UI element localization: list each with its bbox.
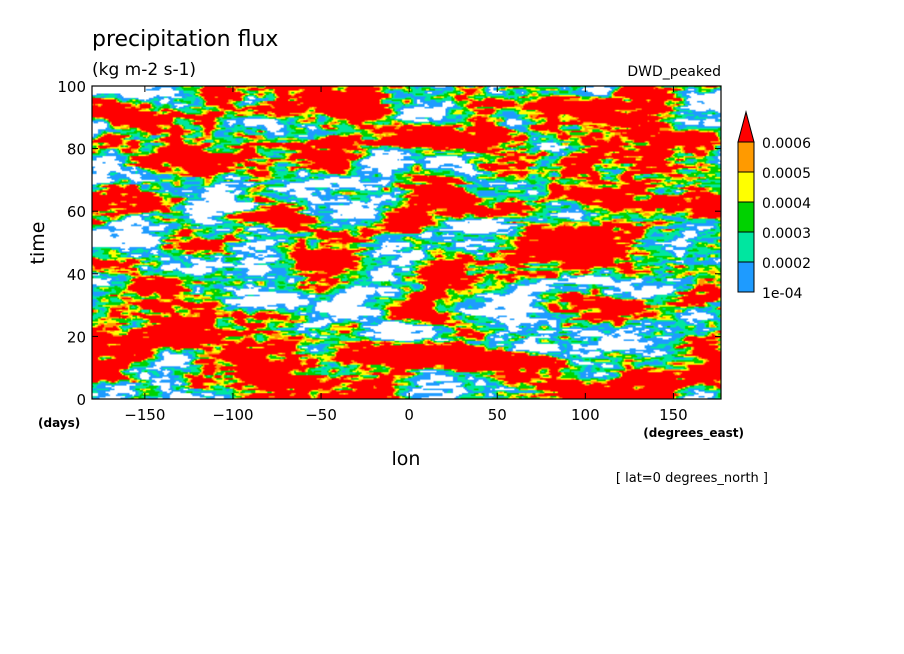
colorbar-label: 0.0003	[762, 226, 811, 242]
y-tick-label: 100	[57, 78, 86, 96]
colorbar-segment	[737, 261, 755, 293]
colorbar-label: 1e-04	[762, 286, 802, 302]
colorbar-label: 0.0005	[762, 166, 811, 182]
x-axis: −150 −100 −50 0 50 100 150	[124, 86, 688, 424]
colorbar: 0.0006 0.0005 0.0004 0.0003 0.0002 1e-04	[737, 110, 811, 302]
y-tick-label: 60	[67, 203, 86, 221]
colorbar-segment	[737, 201, 755, 233]
y-tick-label: 40	[67, 266, 86, 284]
x-tick-label: 100	[571, 406, 600, 424]
colorbar-label: 0.0002	[762, 256, 811, 272]
colorbar-segment	[737, 141, 755, 173]
heatmap-field	[92, 86, 721, 399]
y-tick-label: 80	[67, 141, 86, 159]
dataset-label: DWD_peaked	[627, 64, 721, 80]
colorbar-label: 0.0006	[762, 136, 811, 152]
x-tick-label: −50	[305, 406, 337, 424]
plot-frame	[91, 85, 722, 400]
x-tick-label: 50	[488, 406, 507, 424]
x-axis-label: lon	[392, 448, 421, 470]
colorbar-label: 0.0004	[762, 196, 811, 212]
plot-area	[91, 85, 722, 400]
x-tick-label: 150	[659, 406, 688, 424]
colorbar-segment	[737, 231, 755, 263]
y-axis: 0 20 40 60 80 100	[57, 78, 721, 409]
colorbar-extend-arrow	[737, 110, 755, 143]
x-tick-label: 0	[404, 406, 414, 424]
y-axis-label: time	[27, 222, 49, 265]
x-tick-label: −100	[212, 406, 253, 424]
x-tick-label: −150	[124, 406, 165, 424]
units-label: (kg m-2 s-1)	[92, 60, 196, 80]
x-axis-units: (degrees_east)	[643, 426, 744, 441]
y-axis-units: (days)	[38, 416, 80, 430]
footnote-latitude: [ lat=0 degrees_north ]	[616, 471, 768, 486]
y-tick-label: 0	[76, 391, 86, 409]
chart-title: precipitation flux	[92, 27, 278, 52]
colorbar-segment	[737, 171, 755, 203]
y-tick-label: 20	[67, 328, 86, 346]
